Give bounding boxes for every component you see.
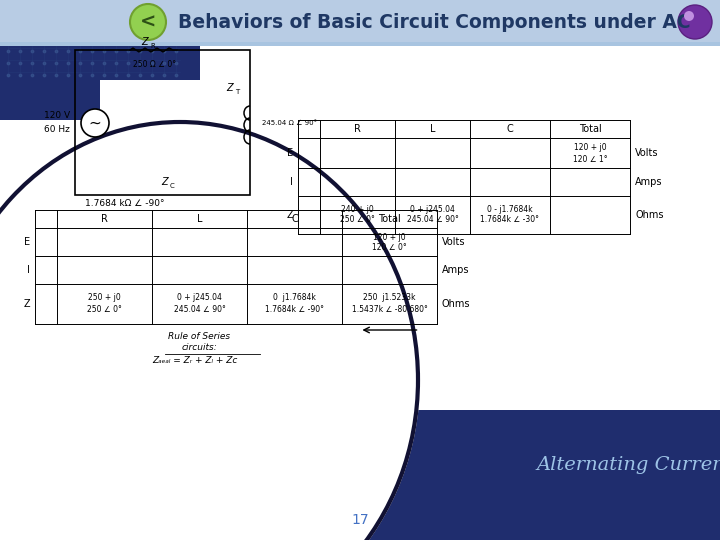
Text: 240 + j0: 240 + j0 xyxy=(341,205,374,213)
Text: Amps: Amps xyxy=(635,177,662,187)
Text: R: R xyxy=(150,43,155,49)
Text: 245.04 ∠ 90°: 245.04 ∠ 90° xyxy=(407,215,459,225)
Text: E: E xyxy=(24,237,30,247)
Text: Z: Z xyxy=(162,177,168,187)
Text: 60 Hz: 60 Hz xyxy=(44,125,70,134)
Text: Zₐₑₐₗ = Zᵣ + Zₗ + Zᴄ: Zₐₑₐₗ = Zᵣ + Zₗ + Zᴄ xyxy=(152,356,237,365)
Bar xyxy=(0,80,100,120)
Text: ~: ~ xyxy=(89,116,102,131)
Text: C: C xyxy=(291,214,298,224)
Text: 245.04 ∠ 90°: 245.04 ∠ 90° xyxy=(174,305,225,314)
Bar xyxy=(0,410,720,540)
Ellipse shape xyxy=(0,130,410,540)
Text: C: C xyxy=(507,124,513,134)
Text: Volts: Volts xyxy=(442,237,466,247)
Text: 120 + j0: 120 + j0 xyxy=(373,233,406,241)
Circle shape xyxy=(678,5,712,39)
Text: 120 V: 120 V xyxy=(44,111,70,120)
Text: Z: Z xyxy=(23,299,30,309)
Text: 120 ∠ 1°: 120 ∠ 1° xyxy=(572,154,607,164)
Text: circuits:: circuits: xyxy=(181,343,217,352)
Circle shape xyxy=(81,109,109,137)
Text: 250  j1.5233k: 250 j1.5233k xyxy=(364,294,415,302)
Text: I: I xyxy=(27,265,30,275)
Text: Z: Z xyxy=(287,210,293,220)
Circle shape xyxy=(130,4,166,40)
Text: 1.7684 kΩ ∠ -90°: 1.7684 kΩ ∠ -90° xyxy=(85,199,164,208)
Circle shape xyxy=(684,11,694,21)
Bar xyxy=(0,0,720,43)
Text: Total: Total xyxy=(579,124,601,134)
Ellipse shape xyxy=(0,120,420,540)
Text: Ohms: Ohms xyxy=(635,210,664,220)
Text: L: L xyxy=(430,124,436,134)
Bar xyxy=(75,50,250,195)
Text: 250 Ω ∠ 0°: 250 Ω ∠ 0° xyxy=(133,60,176,69)
Text: Alternating Current: Alternating Current xyxy=(536,456,720,474)
Text: 245.04 Ω ∠ 90°: 245.04 Ω ∠ 90° xyxy=(262,120,317,126)
Text: Volts: Volts xyxy=(635,148,659,158)
Text: Ohms: Ohms xyxy=(442,299,470,309)
Bar xyxy=(0,0,200,80)
Text: 250 + j0: 250 + j0 xyxy=(88,294,121,302)
Text: 0 + j245.04: 0 + j245.04 xyxy=(410,205,455,213)
Text: <: < xyxy=(140,12,156,31)
Bar xyxy=(180,80,720,410)
Text: 120 ∠ 0°: 120 ∠ 0° xyxy=(372,244,407,253)
Text: R: R xyxy=(101,214,108,224)
Text: 0 - j1.7684k: 0 - j1.7684k xyxy=(487,205,533,213)
Text: 1.7684k ∠ -90°: 1.7684k ∠ -90° xyxy=(265,305,324,314)
Text: Rule of Series: Rule of Series xyxy=(168,332,230,341)
Text: Z: Z xyxy=(227,83,233,93)
Text: 17: 17 xyxy=(351,513,369,527)
Text: E: E xyxy=(287,148,293,158)
Text: C: C xyxy=(170,183,175,189)
Text: Behaviors of Basic Circuit Components under AC: Behaviors of Basic Circuit Components un… xyxy=(178,12,690,31)
Text: 1.7684k ∠ -30°: 1.7684k ∠ -30° xyxy=(480,215,539,225)
Text: I: I xyxy=(290,177,293,187)
Text: Z: Z xyxy=(142,37,148,47)
Text: Total: Total xyxy=(378,214,401,224)
Text: R: R xyxy=(354,124,361,134)
Text: 0 + j245.04: 0 + j245.04 xyxy=(177,294,222,302)
Text: 250 ∠ 0°: 250 ∠ 0° xyxy=(340,215,375,225)
Text: L: L xyxy=(197,214,202,224)
Text: 120 + j0: 120 + j0 xyxy=(574,144,606,152)
Text: Amps: Amps xyxy=(442,265,469,275)
Text: 0  j1.7684k: 0 j1.7684k xyxy=(273,294,316,302)
Bar xyxy=(0,42,720,46)
Text: 1.5437k ∠ -80.680°: 1.5437k ∠ -80.680° xyxy=(351,305,428,314)
Text: 250 ∠ 0°: 250 ∠ 0° xyxy=(87,305,122,314)
Text: T: T xyxy=(235,89,239,95)
